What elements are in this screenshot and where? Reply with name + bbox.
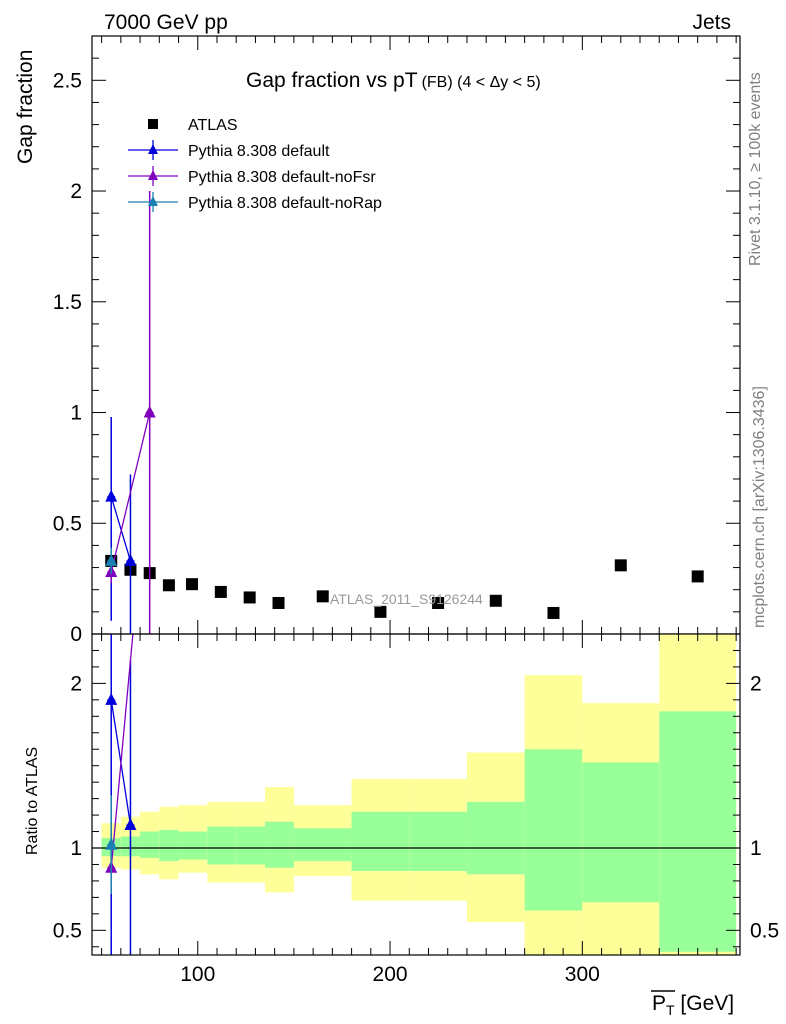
- uncertainty-band-inner: [293, 828, 352, 862]
- uncertainty-band-inner: [159, 829, 179, 862]
- x-tick-label: 200: [373, 963, 408, 986]
- ratio-series-1-line: [110, 634, 134, 868]
- uncertainty-band-inner: [236, 826, 266, 865]
- ratio-y-tick-label: 2: [70, 672, 82, 695]
- legend-marker: [148, 170, 158, 180]
- analysis-watermark: ATLAS_2011_S9126244: [330, 591, 483, 607]
- ratio-panel: 100 200 300 0.5 0.5 1 1 2 2 Ratio to ATLAS PT [G…: [24, 633, 779, 1018]
- ratio-y-tick-label-right: 2: [750, 672, 762, 695]
- ratio-y-tick-label-right: 1: [750, 837, 762, 860]
- ratio-series-2-point: [105, 837, 118, 850]
- main-series-0-point: [162, 579, 175, 592]
- main-series-0-point: [691, 570, 704, 583]
- main-series-2-point: [143, 405, 156, 418]
- ratio-ylabel: Ratio to ATLAS: [24, 747, 41, 855]
- main-series-1-point: [124, 553, 137, 566]
- uncertainty-band-inner: [140, 831, 160, 858]
- main-series-0-point: [214, 585, 227, 598]
- y-tick-label: 2.5: [53, 69, 82, 92]
- uncertainty-band-inner: [582, 762, 660, 903]
- main-series-0-point: [432, 596, 445, 609]
- x-axis-label: PT [GeV]: [651, 990, 734, 1018]
- main-series-0-point: [272, 596, 285, 609]
- x-tick-label: 100: [180, 963, 215, 986]
- main-series-0-point: [614, 559, 627, 572]
- uncertainty-band-inner: [207, 826, 237, 865]
- main-ylabel: Gap fraction: [14, 50, 37, 164]
- ratio-y-tick-label: 1: [70, 837, 82, 860]
- uncertainty-band-inner: [524, 749, 583, 911]
- legend-entry-label: Pythia 8.308 default-noFsr: [188, 169, 376, 186]
- ratio-frame: [91, 633, 741, 956]
- x-tick-label: 300: [565, 963, 600, 986]
- main-series-0-point: [185, 578, 198, 591]
- uncertainty-band-inner: [178, 831, 208, 860]
- main-series-1-point: [105, 489, 118, 502]
- main-series-0-point: [547, 606, 560, 619]
- svg-text:PT [GeV]: PT [GeV]: [652, 992, 734, 1018]
- uncertainty-band-inner: [351, 811, 410, 872]
- legend-entry-label: ATLAS: [188, 117, 238, 134]
- legend-entry-label: Pythia 8.308 default-noRap: [188, 195, 382, 212]
- ratio-y-tick-label-right: 0.5: [750, 919, 779, 942]
- legend: ATLAS Pythia 8.308 default Pythia 8.308 de…: [128, 117, 382, 212]
- rivet-version-label: Rivet 3.1.10, ≥ 100k events: [747, 72, 764, 266]
- ratio-series-0-point: [124, 817, 137, 830]
- y-tick-label: 0.5: [53, 512, 82, 535]
- legend-marker: [148, 119, 158, 129]
- y-tick-label: 2: [70, 180, 82, 203]
- y-tick-label: 1: [70, 402, 82, 425]
- main-title: Gap fraction vs pT (FB) (4 < Δy < 5): [246, 69, 541, 92]
- uncertainty-band-inner: [466, 801, 525, 875]
- main-series-2-line: [110, 412, 151, 573]
- main-series-0-point: [489, 594, 502, 607]
- ratio-series-0-point: [105, 692, 118, 705]
- main-series-0-point: [243, 591, 256, 604]
- legend-marker: [148, 196, 158, 206]
- y-tick-label: 0: [70, 623, 82, 646]
- uncertainty-band-inner: [409, 811, 467, 872]
- y-tick-label: 1.5: [53, 291, 82, 314]
- header-left: 7000 GeV pp: [104, 11, 228, 34]
- legend-entry-label: Pythia 8.308 default: [188, 143, 330, 160]
- uncertainty-band-inner: [265, 821, 294, 868]
- mcplots-label: mcplots.cern.ch [arXiv:1306.3436]: [751, 386, 768, 628]
- uncertainty-band-inner: [659, 711, 737, 952]
- main-series-3-point: [105, 553, 118, 566]
- ratio-y-tick-label: 0.5: [53, 919, 82, 942]
- header-right: Jets: [692, 11, 731, 34]
- main-series-0-point: [316, 590, 329, 603]
- main-series-1-line: [110, 496, 132, 562]
- main-series-0-point: [374, 605, 387, 618]
- legend-marker: [148, 144, 158, 154]
- main-panel: 0 0.5 1 1.5 2 2.5 Gap fraction vs pT (FB) (4 <…: [14, 35, 741, 646]
